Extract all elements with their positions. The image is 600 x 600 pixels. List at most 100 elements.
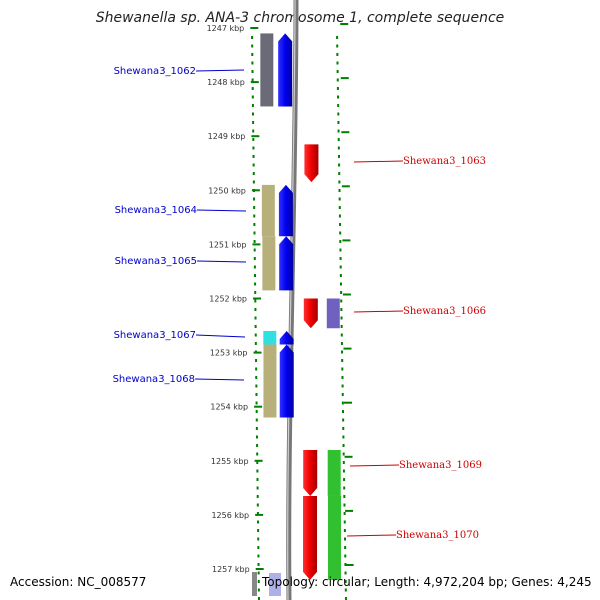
gene-arrow[interactable] [304,144,319,183]
track-dot [340,308,343,311]
track-dot [254,299,257,303]
track-dot [251,95,254,99]
track-dot [344,571,347,575]
right-track-tick [341,185,350,188]
gene-label-leader [353,310,404,313]
track-dot [339,240,342,243]
track-dot [255,384,258,388]
track-dot [338,172,341,175]
axis-tick-label: 1247 kbp [207,24,245,33]
track-dot [336,44,339,48]
track-dot [338,189,341,192]
track-dot [251,44,254,48]
track-dot [339,274,342,277]
gene-label-leader [195,69,245,72]
right-track-tick [345,509,354,512]
axis-tick-label: 1255 kbp [211,457,249,466]
gene-arrow[interactable] [279,236,294,291]
track-dot [343,503,346,507]
track-dot [251,53,254,56]
gene-arrow[interactable] [303,449,318,496]
track-dot [256,444,259,447]
track-dot [339,223,342,226]
axis-tick-mark [252,243,261,246]
cog-bar [263,344,277,418]
track-dot [337,138,340,141]
gene-label[interactable]: Shewana3_1063 [403,156,486,167]
axis-tick-mark [252,297,261,300]
track-dot [251,78,254,82]
axis-tick-label: 1250 kbp [208,186,246,195]
track-dot [340,316,343,320]
track-dot [340,333,343,337]
track-dot [254,342,257,345]
axis-tick-label: 1252 kbp [209,295,247,304]
axis-tick-label: 1256 kbp [211,511,249,520]
gene-label[interactable]: Shewana3_1068 [113,374,195,385]
track-dot [341,350,344,354]
gene-label-leader [349,464,400,467]
track-dot [257,520,260,524]
axis-tick-mark [250,27,259,29]
track-dot [344,554,347,558]
axis-tick-mark [251,189,260,192]
cog-bar [261,184,275,237]
gene-label[interactable]: Shewana3_1070 [396,530,479,541]
gene-label[interactable]: Shewana3_1066 [403,306,486,317]
track-dot [339,257,342,260]
track-dot [339,282,342,286]
track-dot [255,359,258,362]
gene-arrow[interactable] [279,344,294,418]
gene-arrow[interactable] [278,33,293,107]
gene-label[interactable]: Shewana3_1064 [115,205,197,216]
axis-tick-label: 1248 kbp [207,78,245,87]
gene-arrow[interactable] [303,495,318,580]
track-dot [336,78,339,82]
gene-label[interactable]: Shewana3_1062 [114,66,196,77]
track-dot [257,546,260,549]
track-dot [255,367,258,371]
right-track-tick [343,347,352,350]
track-dot [253,214,256,218]
track-dot [255,393,258,396]
track-dot [257,597,260,600]
track-dot [342,452,345,456]
track-dot [257,563,260,566]
gene-arrow[interactable] [278,184,293,237]
track-dot [251,70,254,73]
gene-label[interactable]: Shewana3_1069 [399,460,482,471]
map-title: Shewanella sp. ANA-3 chromosome 1, compl… [95,10,505,26]
track-dot [340,299,343,303]
track-dot [338,197,341,201]
gene-arrow[interactable] [279,330,294,345]
track-dot [252,155,255,158]
track-dot [341,376,344,379]
backbone-highlight [287,0,296,600]
cog-bar [260,33,274,107]
track-dot [253,257,256,260]
track-dot [252,163,255,167]
track-dot [252,129,255,133]
axis-tick-mark [255,513,264,516]
axis-tick-mark [251,135,260,138]
chromosome-backbone [286,0,299,600]
gene-label[interactable]: Shewana3_1065 [115,256,197,267]
track-dot [253,231,256,235]
track-dot [257,571,260,575]
track-dot [339,265,342,269]
track-dot [343,512,346,515]
gene-arrow[interactable] [303,298,318,329]
track-dot [343,486,346,490]
track-dot [342,427,345,430]
track-dot [254,282,257,286]
track-dot [251,87,254,90]
gene-label[interactable]: Shewana3_1067 [114,330,196,341]
track-dot [344,597,347,600]
position-axis: 1247 kbp 1248 kbp 1249 kbp 1250 kbp 1251 kbp… [207,23,354,574]
axis-tick-label: 1254 kbp [210,403,248,412]
track-dot [337,155,340,158]
axis-tick-label: 1251 kbp [209,240,247,249]
cog-bar [263,330,277,345]
track-dot [344,588,347,592]
track-dot [337,112,340,116]
